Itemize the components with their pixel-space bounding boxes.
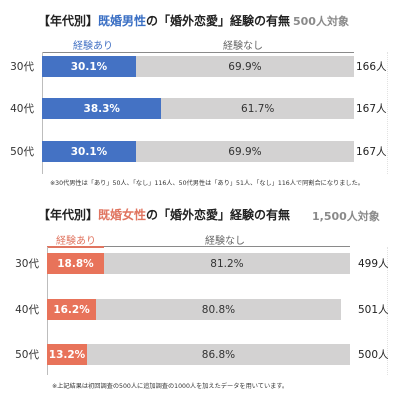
bar-segment-yes: 30.1%: [42, 141, 136, 162]
male-chart-title: 【年代別】既婚男性の「婚外恋愛」経験の有無: [38, 12, 290, 29]
title-highlight: 既婚女性: [98, 208, 147, 222]
total-count: 167人: [356, 146, 387, 158]
male-legend-line: [42, 52, 354, 53]
age-label: 30代: [10, 61, 34, 73]
bar-segment-yes: 13.2%: [47, 344, 87, 365]
title-highlight: 既婚男性: [98, 14, 147, 28]
stacked-bar: 16.2% 80.8%: [47, 299, 341, 320]
title-suffix: の「婚外恋愛」経験の有無: [146, 14, 291, 28]
total-count: 166人: [356, 61, 387, 73]
male-chart-target: 500人対象: [293, 15, 349, 28]
age-label: 40代: [10, 103, 34, 115]
bar-segment-no: 69.9%: [135, 141, 354, 162]
title-prefix: 【年代別】: [38, 14, 99, 28]
total-count: 499人: [358, 258, 389, 270]
male-legend-no: 経験なし: [223, 41, 263, 52]
total-count: 167人: [356, 103, 387, 115]
age-label: 30代: [15, 258, 39, 270]
male-legend-yes: 経験あり: [73, 41, 113, 52]
female-chart-target: 1,500人対象: [312, 210, 380, 223]
female-note: ※上記結果は初回調査の500人に追加調査の1000人を加えたデータを用いています…: [52, 383, 289, 390]
female-legend-line: [104, 246, 350, 247]
stacked-bar: 18.8% 81.2%: [47, 253, 350, 274]
age-label: 40代: [15, 304, 39, 316]
bar-segment-yes: 38.3%: [42, 98, 162, 119]
bar-segment-no: 69.9%: [135, 56, 354, 77]
male-note: ※30代男性は「あり」50人、「なし」116人、50代男性は「あり」51人、「な…: [50, 180, 364, 187]
stacked-bar: 30.1% 69.9%: [42, 141, 354, 162]
total-count: 501人: [358, 304, 389, 316]
female-chart-title: 【年代別】既婚女性の「婚外恋愛」経験の有無: [38, 206, 290, 223]
bar-segment-yes: 30.1%: [42, 56, 136, 77]
age-label: 50代: [15, 349, 39, 361]
title-suffix: の「婚外恋愛」経験の有無: [146, 208, 291, 222]
age-label: 50代: [10, 146, 34, 158]
female-legend-redline: [47, 246, 104, 248]
bar-segment-no: 80.8%: [96, 299, 341, 320]
bar-segment-no: 81.2%: [103, 253, 350, 274]
title-prefix: 【年代別】: [38, 208, 99, 222]
bar-segment-yes: 18.8%: [47, 253, 104, 274]
stacked-bar: 30.1% 69.9%: [42, 56, 354, 77]
bar-segment-no: 86.8%: [86, 344, 350, 365]
bar-segment-yes: 16.2%: [47, 299, 97, 320]
total-count: 500人: [358, 349, 389, 361]
female-legend-yes: 経験あり: [56, 236, 96, 247]
stacked-bar: 38.3% 61.7%: [42, 98, 354, 119]
female-grid: [387, 247, 388, 375]
female-legend-no: 経験なし: [205, 236, 245, 247]
bar-segment-no: 61.7%: [161, 98, 354, 119]
stacked-bar: 13.2% 86.8%: [47, 344, 350, 365]
male-grid: [387, 52, 388, 174]
